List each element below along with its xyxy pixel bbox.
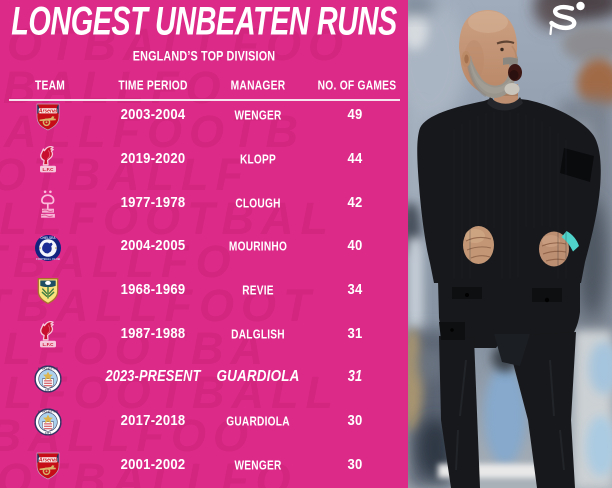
- svg-text:FOOTBALL CLUB: FOOTBALL CLUB: [36, 257, 60, 261]
- svg-text:MANCHESTER: MANCHESTER: [38, 366, 58, 370]
- svg-text:CITY: CITY: [45, 388, 52, 392]
- svg-text:MANCHESTER: MANCHESTER: [38, 410, 58, 414]
- svg-text:CITY: CITY: [45, 431, 52, 435]
- svg-text:L.F.C: L.F.C: [43, 167, 55, 172]
- svg-text:Arsenal: Arsenal: [38, 108, 58, 114]
- svg-text:Arsenal: Arsenal: [38, 457, 58, 463]
- svg-text:CHELSEA: CHELSEA: [40, 236, 56, 240]
- svg-text:L.F.C: L.F.C: [43, 342, 55, 347]
- svg-text:OOTBALLFOO: OOTBALLFOO: [0, 19, 350, 70]
